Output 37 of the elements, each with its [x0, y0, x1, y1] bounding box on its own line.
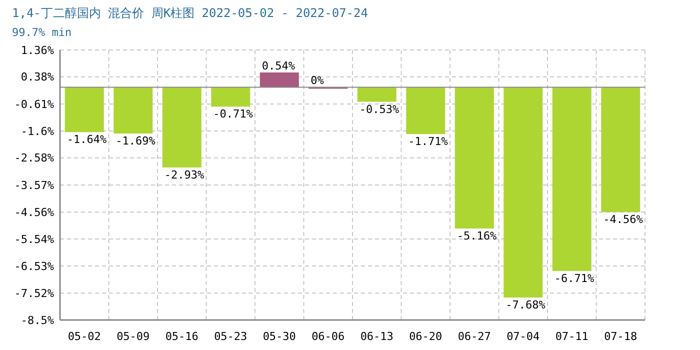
y-tick-label: -0.61% — [14, 98, 54, 111]
y-tick-label: -2.58% — [14, 152, 54, 165]
x-tick-label: 07-18 — [604, 330, 638, 343]
y-tick-label: -6.53% — [14, 260, 54, 273]
data-label: -7.68% — [506, 298, 546, 312]
data-label: -2.93% — [164, 168, 204, 182]
y-tick-label: -7.52% — [14, 287, 54, 300]
chart-subtitle: 99.7% min — [12, 26, 72, 39]
y-tick-label: -5.54% — [14, 232, 54, 246]
x-tick-label: 05-23 — [214, 330, 248, 343]
data-label: -4.56% — [603, 213, 644, 226]
x-tick-label: 06-06 — [312, 330, 345, 343]
data-label: 0% — [310, 74, 324, 88]
x-tick-label: 05-02 — [68, 330, 101, 343]
x-tick-label: 06-20 — [409, 330, 442, 343]
data-label: -5.16% — [456, 230, 497, 243]
data-label: -0.53% — [359, 102, 400, 116]
y-tick-label: -1.6% — [20, 124, 54, 138]
x-tick-label: 06-13 — [360, 330, 394, 343]
x-tick-label: 05-16 — [165, 330, 198, 343]
data-label: 0.54% — [262, 59, 296, 72]
y-tick-label: -4.56% — [14, 206, 54, 219]
data-label: -6.71% — [554, 272, 594, 285]
y-tick-label: 1.36% — [20, 44, 54, 57]
x-tick-label: 05-30 — [262, 330, 296, 343]
data-label: -1.71% — [408, 135, 448, 148]
data-label: -0.71% — [213, 108, 254, 121]
y-tick-label: 0.38% — [20, 70, 54, 84]
x-tick-label: 06-27 — [458, 330, 491, 343]
x-tick-label: 05-09 — [116, 330, 150, 343]
y-tick-label: -3.57% — [14, 178, 54, 192]
x-tick-label: 07-04 — [506, 330, 540, 343]
data-label: -1.64% — [66, 133, 107, 146]
data-label: -1.69% — [116, 134, 156, 148]
chart-title: 1,4-丁二醇国内 混合价 周K柱图 2022-05-02 - 2022-07-24 — [12, 6, 368, 20]
y-tick-label: -8.5% — [20, 314, 54, 327]
x-tick-label: 07-11 — [555, 330, 588, 343]
